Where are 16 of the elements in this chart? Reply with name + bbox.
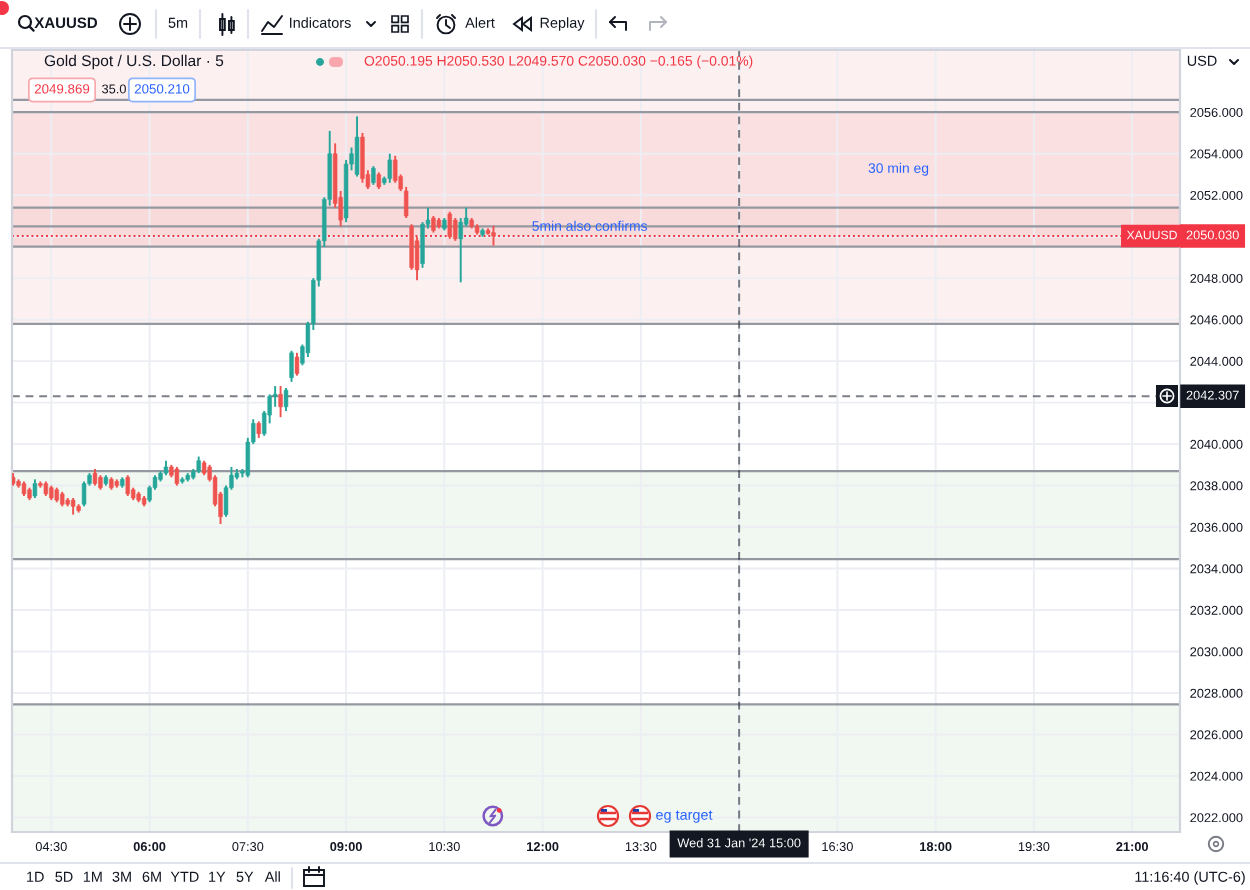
candlestick	[278, 385, 283, 419]
candlestick	[294, 351, 300, 377]
candlestick	[289, 349, 294, 383]
candlestick	[387, 152, 392, 184]
candlestick	[354, 115, 360, 178]
candlestick	[453, 217, 458, 242]
candlestick	[360, 132, 365, 184]
candlestick	[32, 478, 38, 500]
candlestick	[81, 480, 87, 508]
candlestick	[447, 210, 452, 240]
candlestick	[491, 224, 496, 247]
candlestick	[371, 165, 376, 186]
candlestick	[283, 387, 289, 412]
candlestick	[393, 154, 398, 184]
candlestick	[125, 474, 130, 497]
candlestick	[174, 465, 180, 487]
